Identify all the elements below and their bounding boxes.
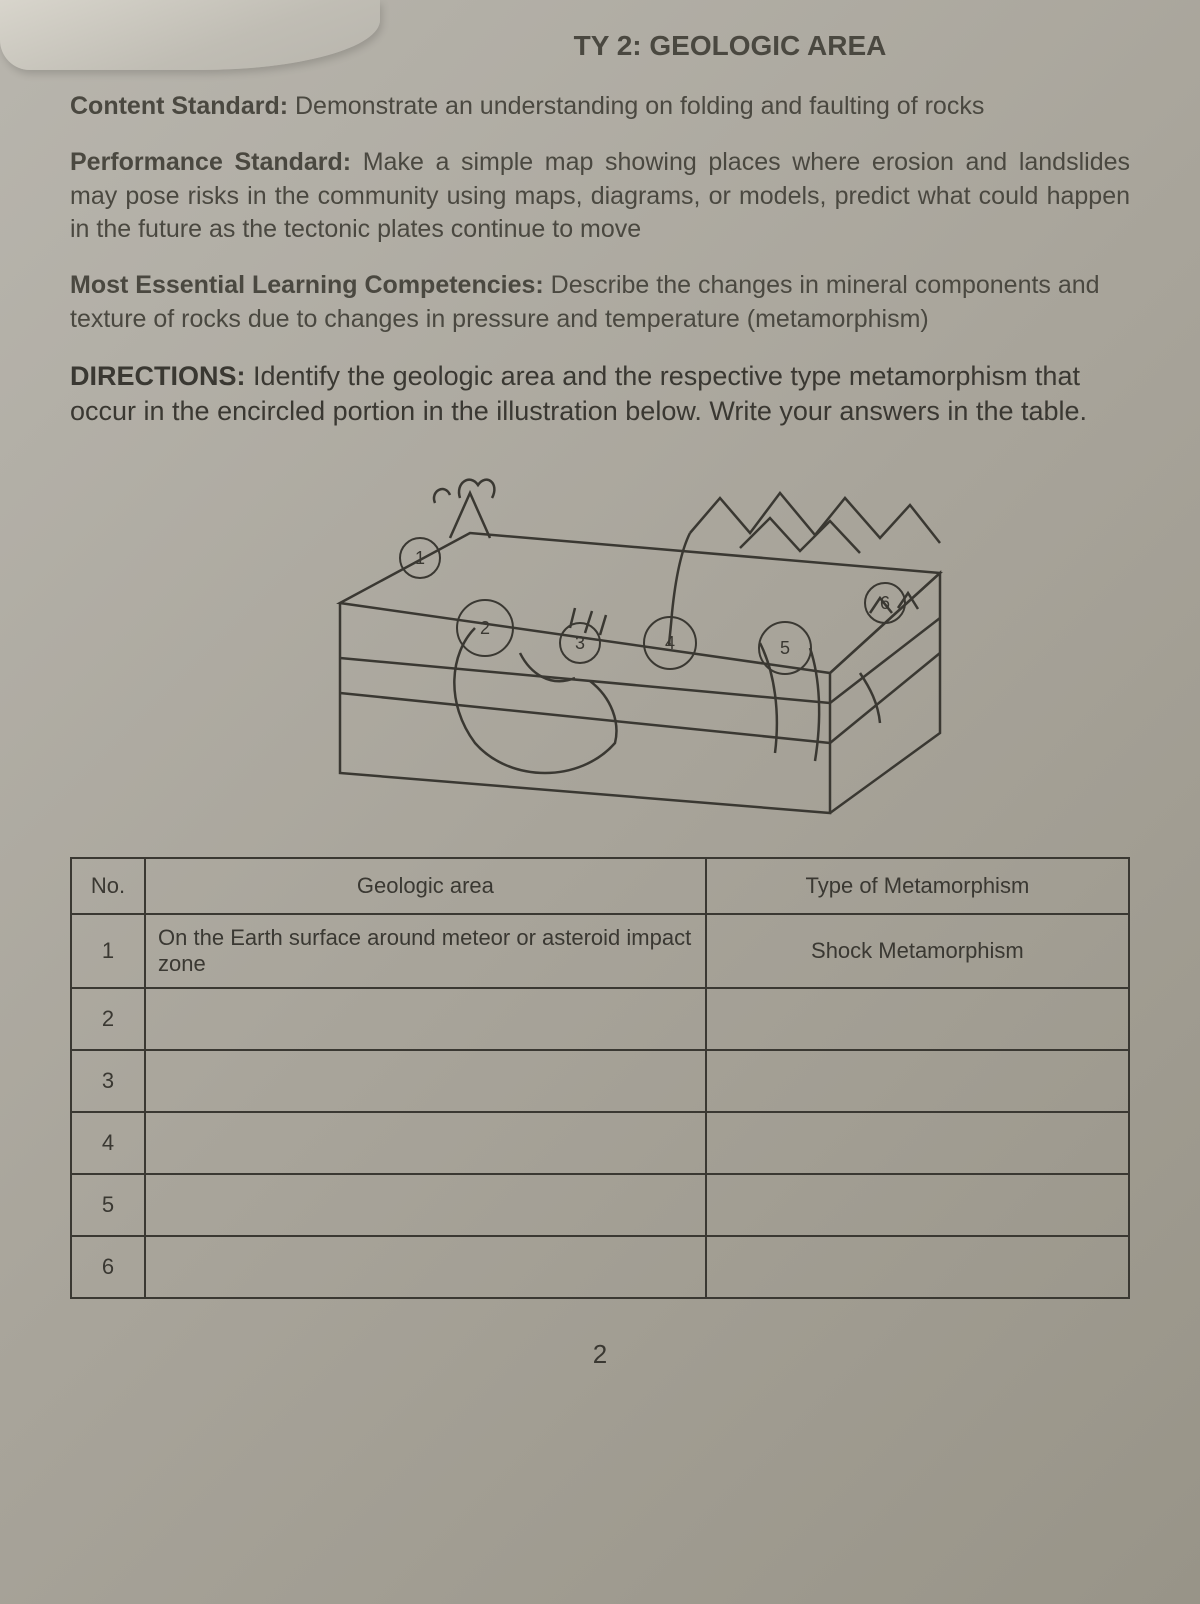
directions-label: DIRECTIONS: [70,361,246,391]
table-row: 2 [71,988,1129,1050]
table-row: 6 [71,1236,1129,1298]
diagram-container: 1 2 3 4 5 6 [70,443,1130,823]
performance-standard: Performance Standard: Make a simple map … [70,146,1130,247]
performance-standard-label: Performance Standard: [70,148,351,176]
row-geologic-area[interactable] [145,988,706,1050]
row-geologic-area[interactable] [145,1050,706,1112]
page-number: 2 [70,1339,1130,1370]
content-standard-label: Content Standard: [70,92,288,120]
diagram-circle-label: 1 [415,548,425,568]
table-row: 4 [71,1112,1129,1174]
melc-label: Most Essential Learning Competencies: [70,271,544,299]
content-standard: Content Standard: Demonstrate an underst… [70,90,1130,124]
row-geologic-area[interactable] [145,1174,706,1236]
directions: DIRECTIONS: Identify the geologic area a… [70,359,1130,429]
row-metamorphism-type[interactable] [706,1112,1129,1174]
row-metamorphism-type[interactable] [706,988,1129,1050]
row-metamorphism-type[interactable]: Shock Metamorphism [706,914,1129,988]
row-geologic-area[interactable] [145,1112,706,1174]
melc: Most Essential Learning Competencies: De… [70,269,1130,337]
diagram-circle-label: 5 [780,638,790,658]
diagram-circle-label: 6 [880,593,890,613]
diagram-circle-label: 3 [575,633,585,653]
geology-diagram-svg: 1 2 3 4 5 6 [220,443,980,823]
row-geologic-area[interactable]: On the Earth surface around meteor or as… [145,914,706,988]
table-row: 5 [71,1174,1129,1236]
table-row: 3 [71,1050,1129,1112]
header-no: No. [71,858,145,914]
row-number: 3 [71,1050,145,1112]
row-metamorphism-type[interactable] [706,1236,1129,1298]
row-number: 2 [71,988,145,1050]
row-metamorphism-type[interactable] [706,1174,1129,1236]
header-area: Geologic area [145,858,706,914]
row-number: 5 [71,1174,145,1236]
row-metamorphism-type[interactable] [706,1050,1129,1112]
diagram-circle-label: 4 [665,633,675,653]
content-standard-text: Demonstrate an understanding on folding … [288,92,984,120]
row-number: 6 [71,1236,145,1298]
table-header-row: No. Geologic area Type of Metamorphism [71,858,1129,914]
row-number: 1 [71,914,145,988]
row-geologic-area[interactable] [145,1236,706,1298]
table-row: 1On the Earth surface around meteor or a… [71,914,1129,988]
answer-table: No. Geologic area Type of Metamorphism 1… [70,857,1130,1299]
diagram-circle-label: 2 [480,618,490,638]
geology-diagram: 1 2 3 4 5 6 [220,443,980,823]
header-type: Type of Metamorphism [706,858,1129,914]
row-number: 4 [71,1112,145,1174]
